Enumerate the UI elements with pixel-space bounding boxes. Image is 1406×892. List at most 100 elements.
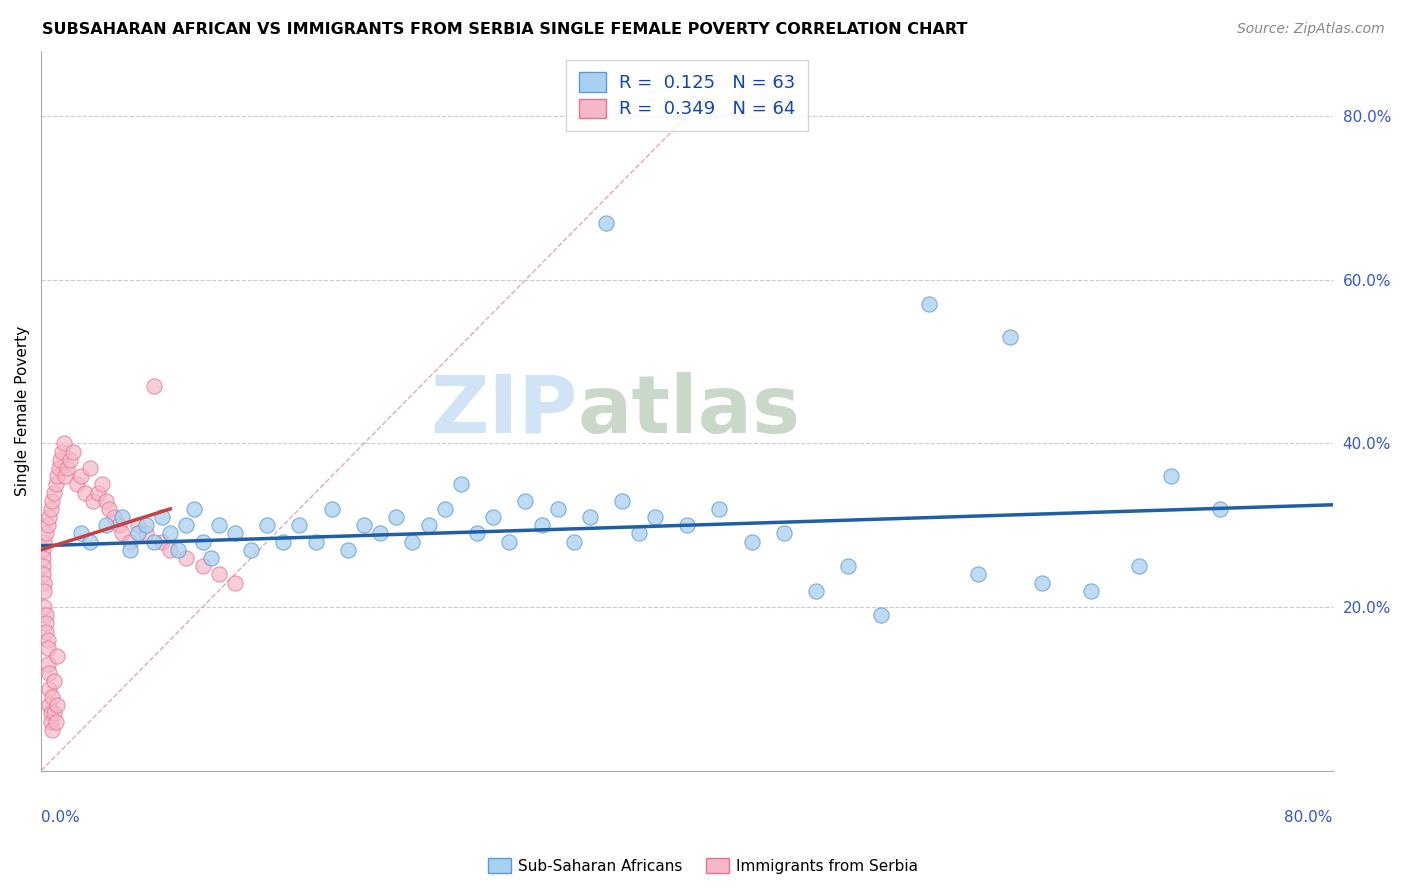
Point [271,534,294,549]
Point [353,518,375,533]
Point [433,501,456,516]
Point [150,534,173,549]
Text: Source: ZipAtlas.com: Source: ZipAtlas.com [1237,22,1385,37]
Point [127,526,149,541]
Point [53,469,76,483]
Point [51,444,73,458]
Point [562,534,585,549]
Point [1031,575,1053,590]
Point [143,534,166,549]
Point [183,501,205,516]
Point [94,493,117,508]
Point [37,657,59,672]
Point [91,477,114,491]
Point [498,534,520,549]
Point [38,698,60,713]
Point [34,600,56,615]
Point [37,640,59,655]
Point [70,526,93,541]
Text: 80.0%: 80.0% [1285,810,1333,825]
Point [79,534,101,549]
Point [191,559,214,574]
Point [530,518,553,533]
Point [39,714,62,729]
Point [35,616,58,631]
Point [176,518,198,533]
Point [82,493,104,508]
Point [385,510,408,524]
Point [240,542,263,557]
Point [73,485,96,500]
Point [38,665,60,680]
Point [94,518,117,533]
Text: atlas: atlas [576,372,800,450]
Point [256,518,278,533]
Point [46,698,69,713]
Point [66,477,89,491]
Point [35,526,58,541]
Point [159,542,181,557]
Point [118,534,141,549]
Point [176,551,198,566]
Point [450,477,472,491]
Point [1128,559,1150,574]
Legend: Sub-Saharan Africans, Immigrants from Serbia: Sub-Saharan Africans, Immigrants from Se… [482,852,924,880]
Point [200,551,222,566]
Point [288,518,311,533]
Point [37,632,59,647]
Point [52,436,75,450]
Point [918,297,941,311]
Point [150,510,173,524]
Point [224,526,246,541]
Point [627,526,650,541]
Point [401,534,423,549]
Point [208,567,231,582]
Point [741,534,763,549]
Point [45,714,67,729]
Point [772,526,794,541]
Point [34,575,56,590]
Point [143,379,166,393]
Point [41,690,63,704]
Point [159,526,181,541]
Point [70,469,93,483]
Point [46,469,69,483]
Point [35,608,58,623]
Point [42,485,65,500]
Point [1080,583,1102,598]
Point [837,559,859,574]
Point [38,510,60,524]
Point [676,518,699,533]
Y-axis label: Single Female Poverty: Single Female Poverty [15,326,30,496]
Point [336,542,359,557]
Point [224,575,246,590]
Point [49,452,72,467]
Point [595,215,617,229]
Point [42,673,65,688]
Point [118,542,141,557]
Point [127,518,149,533]
Point [869,608,891,623]
Point [515,493,537,508]
Point [1160,469,1182,483]
Text: ZIP: ZIP [430,372,576,450]
Point [644,510,666,524]
Point [97,501,120,516]
Point [59,452,82,467]
Point [111,510,134,524]
Point [547,501,569,516]
Point [39,501,62,516]
Point [48,461,70,475]
Point [107,518,129,533]
Point [709,501,731,516]
Point [34,583,56,598]
Point [465,526,488,541]
Point [579,510,602,524]
Point [418,518,440,533]
Point [167,542,190,557]
Point [103,510,125,524]
Point [804,583,827,598]
Point [86,485,108,500]
Point [79,461,101,475]
Point [31,567,53,582]
